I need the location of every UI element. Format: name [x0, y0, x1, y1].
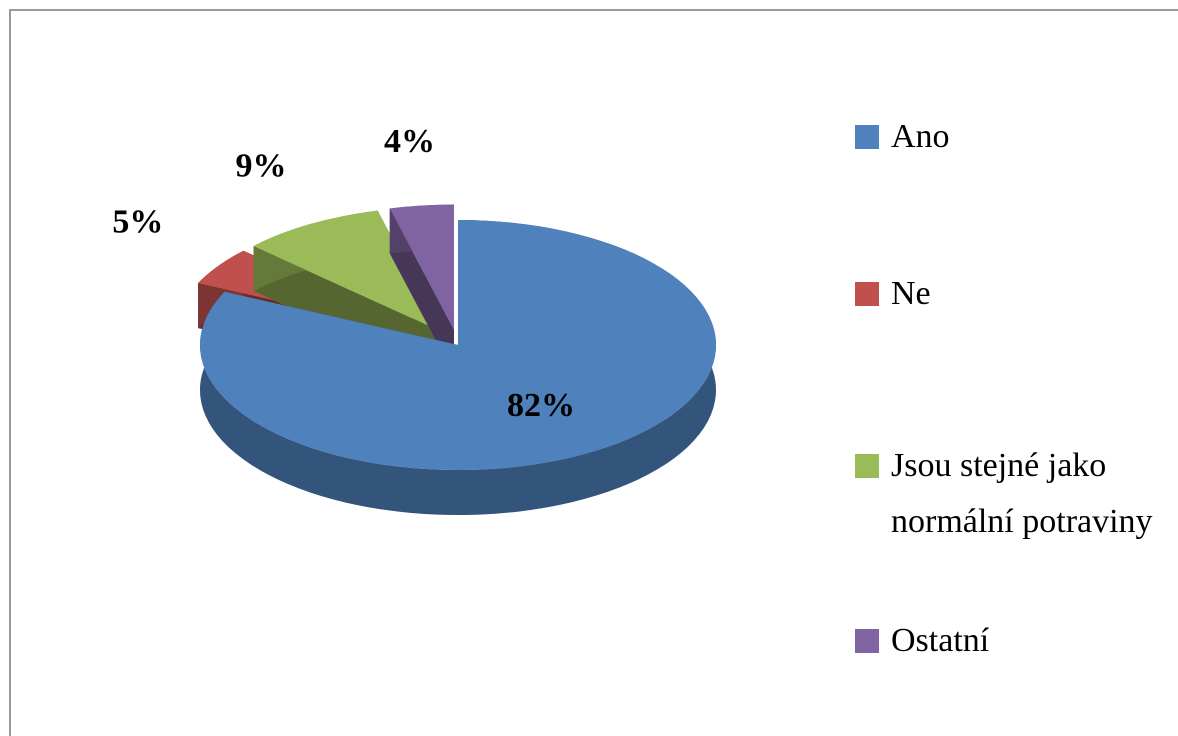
legend-swatch — [855, 282, 879, 306]
data-label: 82% — [507, 387, 575, 424]
slice — [389, 204, 454, 375]
legend-item: Ostatní — [855, 613, 1178, 669]
legend-label: Jsou stejné jako normální potraviny — [891, 447, 1153, 540]
slice-top — [200, 220, 717, 471]
legend-swatch — [855, 629, 879, 653]
legend-item: Ano — [855, 109, 1178, 165]
data-label: 5% — [112, 203, 163, 240]
frame — [9, 9, 1178, 736]
data-label: 4% — [384, 123, 435, 160]
legend-item: Ne — [855, 266, 1178, 322]
slice-top — [253, 210, 442, 332]
legend-item: Jsou stejné jako normální potraviny — [855, 438, 1178, 550]
legend-label: Ano — [891, 118, 950, 155]
data-label: 9% — [236, 147, 287, 184]
legend-label: Ostatní — [891, 622, 990, 659]
legend-label: Ne — [891, 275, 931, 312]
slice — [200, 220, 717, 515]
slice-top — [389, 204, 454, 330]
legend-swatch — [855, 125, 879, 149]
legend-swatch — [855, 454, 879, 478]
